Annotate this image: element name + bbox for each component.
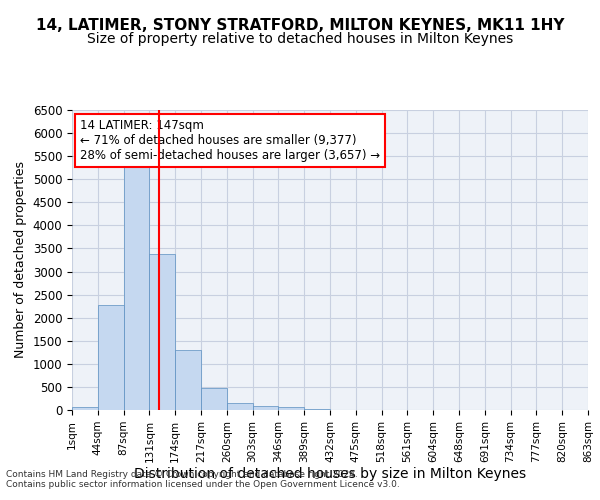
Text: Contains HM Land Registry data © Crown copyright and database right 2024.: Contains HM Land Registry data © Crown c… (6, 470, 358, 479)
Bar (253, 406, 278, 410)
Bar (124, 160, 149, 410)
Bar (72, 407, 98, 410)
Bar (304, 408, 330, 410)
Text: Size of property relative to detached houses in Milton Keynes: Size of property relative to detached ho… (87, 32, 513, 46)
Bar (227, 402, 253, 410)
Text: Contains public sector information licensed under the Open Government Licence v3: Contains public sector information licen… (6, 480, 400, 489)
Text: 14, LATIMER, STONY STRATFORD, MILTON KEYNES, MK11 1HY: 14, LATIMER, STONY STRATFORD, MILTON KEY… (36, 18, 564, 32)
Y-axis label: Number of detached properties: Number of detached properties (14, 162, 27, 358)
X-axis label: Distribution of detached houses by size in Milton Keynes: Distribution of detached houses by size … (134, 468, 526, 481)
Bar (175, 350, 201, 410)
Bar (149, 254, 175, 410)
Text: 14 LATIMER: 147sqm
← 71% of detached houses are smaller (9,377)
28% of semi-deta: 14 LATIMER: 147sqm ← 71% of detached hou… (80, 119, 380, 162)
Bar (278, 408, 304, 410)
Bar (98, 305, 124, 410)
Bar (201, 388, 227, 410)
